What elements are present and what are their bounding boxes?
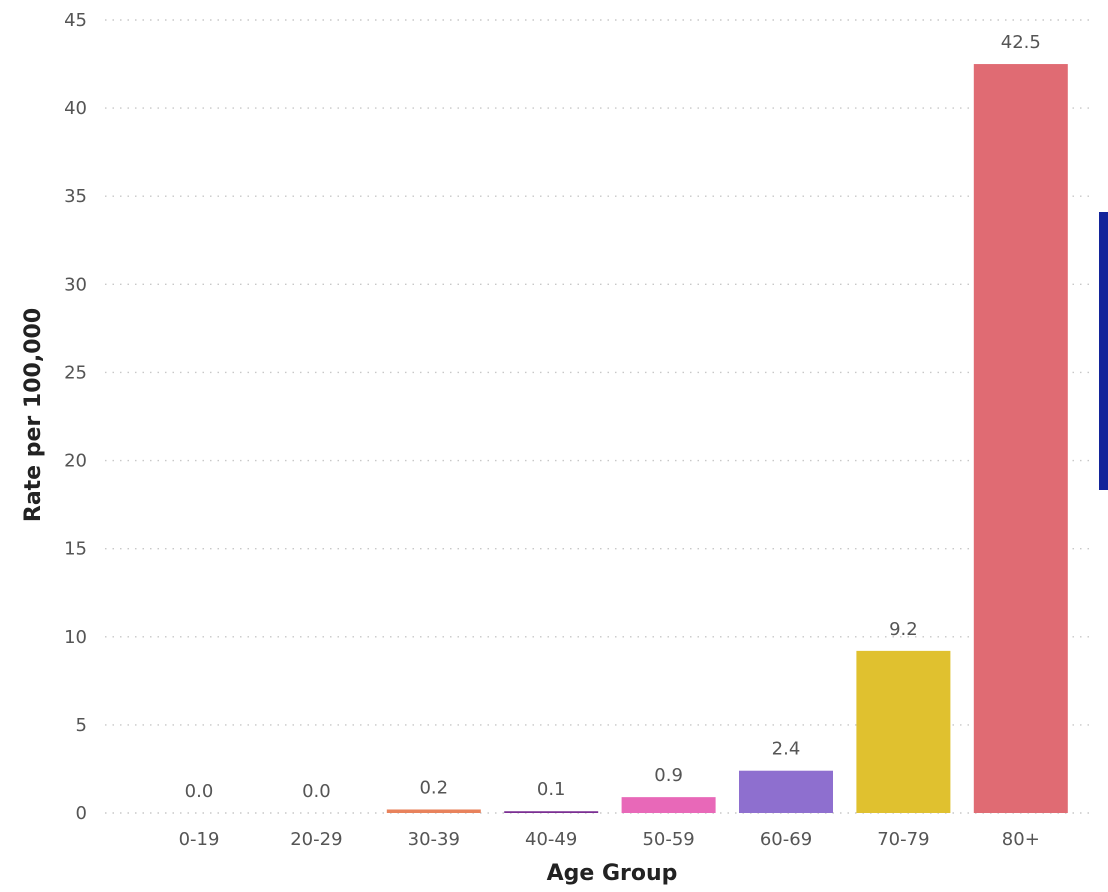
y-tick-label: 10 — [64, 627, 87, 648]
data-label-0-19: 0.0 — [185, 781, 214, 802]
y-axis-title: Rate per 100,000 — [21, 308, 46, 522]
bars — [386, 64, 1068, 814]
bar-60-69 — [739, 770, 833, 813]
bar-70-79 — [856, 650, 951, 813]
x-tick-label: 20-29 — [290, 829, 342, 850]
data-label-80+: 42.5 — [1001, 32, 1041, 53]
y-tick-label: 15 — [64, 539, 87, 560]
x-tick-label: 0-19 — [179, 829, 220, 850]
x-tick-label: 30-39 — [408, 829, 460, 850]
x-tick-label: 40-49 — [525, 829, 577, 850]
x-tick-label: 80+ — [1002, 829, 1040, 850]
bar-30-39 — [386, 809, 481, 813]
data-label-60-69: 2.4 — [772, 739, 801, 760]
y-tick-label: 45 — [64, 10, 87, 31]
x-axis-ticks: 0-19 20-29 30-39 40-49 50-59 60-69 70-79 80+ — [179, 829, 1040, 850]
bar-50-59 — [621, 797, 716, 813]
data-label-40-49: 0.1 — [537, 779, 566, 800]
bar-40-49 — [504, 811, 599, 813]
x-axis-title: Age Group — [547, 861, 678, 886]
x-tick-label: 60-69 — [760, 829, 812, 850]
y-tick-label: 5 — [76, 715, 87, 736]
data-label-20-29: 0.0 — [302, 781, 331, 802]
bar-80+ — [973, 64, 1068, 814]
data-label-30-39: 0.2 — [419, 777, 448, 798]
y-tick-label: 20 — [64, 451, 87, 472]
y-axis-ticks: 0 5 10 15 20 25 30 35 40 45 — [64, 10, 87, 824]
data-labels: 0.0 0.0 0.2 0.1 0.9 2.4 9.2 42.5 — [185, 32, 1041, 802]
y-tick-label: 30 — [64, 274, 87, 295]
y-tick-label: 40 — [64, 98, 87, 119]
x-tick-label: 50-59 — [642, 829, 694, 850]
side-panel-edge — [1099, 212, 1108, 490]
x-tick-label: 70-79 — [877, 829, 929, 850]
data-label-50-59: 0.9 — [654, 765, 683, 786]
data-label-70-79: 9.2 — [889, 619, 918, 640]
y-tick-label: 35 — [64, 186, 87, 207]
y-tick-label: 25 — [64, 362, 87, 383]
y-tick-label: 0 — [76, 803, 87, 824]
